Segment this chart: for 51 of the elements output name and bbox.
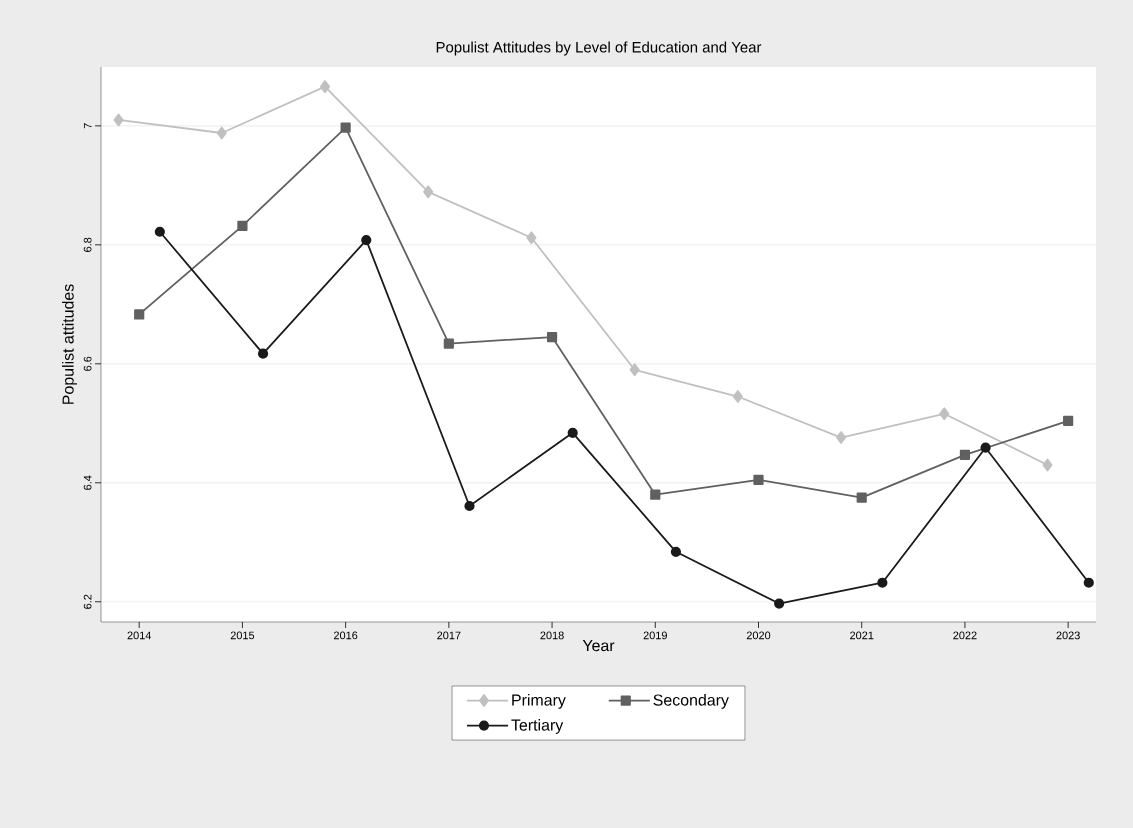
x-tick-label: 2016 <box>333 631 358 640</box>
point <box>650 489 661 500</box>
legend-label: Secondary <box>653 694 729 709</box>
point <box>670 546 682 557</box>
x-tick-label: 2018 <box>540 631 564 640</box>
legend-label: Tertiary <box>511 719 564 734</box>
y-tick-label: 6.4 <box>83 475 92 490</box>
point <box>877 577 888 588</box>
point <box>154 226 165 237</box>
point <box>319 80 331 94</box>
x-tick-label: 2019 <box>643 631 667 640</box>
point <box>257 348 269 359</box>
point <box>1083 577 1094 588</box>
point <box>423 185 434 199</box>
y-tick-label: 6.8 <box>83 237 92 252</box>
legend-label: Primary <box>512 694 566 709</box>
point <box>443 338 454 349</box>
point <box>980 442 991 453</box>
point <box>836 431 847 444</box>
point <box>237 220 248 231</box>
chart-title: Populist Attitudes by Level of Education and Year <box>436 41 762 56</box>
point <box>959 449 971 460</box>
x-tick-label: 2023 <box>1056 631 1080 640</box>
point <box>856 492 867 503</box>
point <box>361 234 372 246</box>
x-tick-label: 2017 <box>437 631 461 640</box>
point <box>546 331 558 343</box>
x-tick-label: 2021 <box>850 631 874 640</box>
point <box>774 598 785 609</box>
point <box>134 309 145 320</box>
y-axis-title: Populist attitudes <box>62 284 77 404</box>
point <box>732 390 743 403</box>
point <box>939 407 950 421</box>
point <box>1063 415 1074 427</box>
point <box>629 363 640 377</box>
point <box>1042 458 1053 472</box>
point <box>113 113 124 127</box>
point <box>526 231 537 245</box>
x-axis-title: Year <box>582 640 615 652</box>
x-tick-label: 2015 <box>230 631 255 640</box>
point <box>464 500 475 512</box>
x-tick-label: 2014 <box>127 631 152 640</box>
y-tick-label: 6.2 <box>83 594 92 609</box>
x-tick-label: 2022 <box>953 631 977 640</box>
point <box>567 427 578 438</box>
point <box>340 122 351 133</box>
y-tick-label: 6.6 <box>83 356 92 371</box>
point <box>753 474 764 485</box>
x-tick-label: 2020 <box>746 631 771 640</box>
y-tick-label: 7 <box>83 123 92 129</box>
point <box>216 126 227 140</box>
